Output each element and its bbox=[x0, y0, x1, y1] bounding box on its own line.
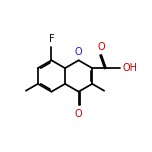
Text: O: O bbox=[75, 47, 82, 57]
Text: O: O bbox=[97, 42, 105, 52]
Text: F: F bbox=[49, 34, 54, 44]
Text: OH: OH bbox=[122, 63, 137, 73]
Text: O: O bbox=[75, 109, 82, 119]
